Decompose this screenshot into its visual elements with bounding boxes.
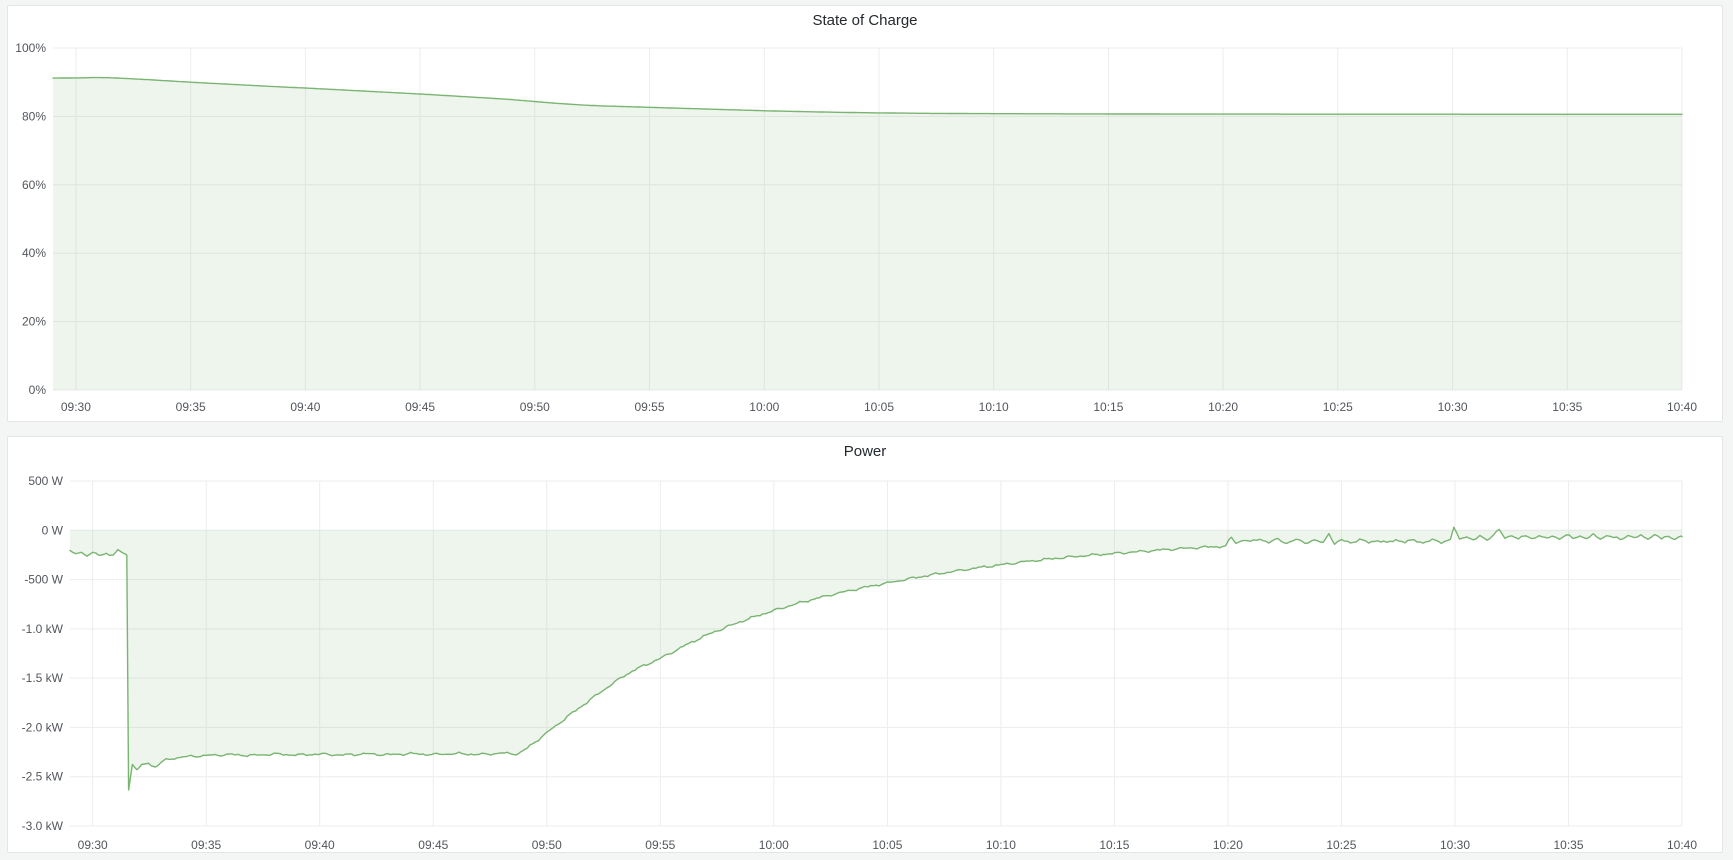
x-tick-label: 10:20	[1208, 400, 1238, 414]
x-tick-label: 10:25	[1326, 838, 1356, 852]
y-tick-label: 0%	[29, 383, 47, 397]
y-tick-label: 0 W	[42, 523, 64, 537]
y-tick-label: -500 W	[24, 573, 63, 587]
x-tick-label: 10:40	[1667, 400, 1697, 414]
y-tick-label: 80%	[22, 109, 46, 123]
x-tick-label: 09:40	[290, 400, 320, 414]
x-tick-label: 09:50	[532, 838, 562, 852]
x-tick-label: 09:45	[405, 400, 435, 414]
y-tick-label: -1.5 kW	[22, 671, 64, 685]
series-line	[52, 76, 1683, 115]
y-tick-label: 20%	[22, 315, 46, 329]
y-tick-label: -3.0 kW	[22, 819, 64, 833]
panel-title-power[interactable]: Power	[843, 443, 887, 460]
series-line	[69, 526, 1683, 791]
state-of-charge-chart[interactable]: 100% 80% 60% 40% 20% 0% 09:30 09:35 09:40 09:45 09…	[8, 6, 1722, 421]
x-tick-label: 10:40	[1667, 838, 1697, 852]
x-tick-label: 10:35	[1552, 400, 1582, 414]
x-tick-label: 10:05	[872, 838, 902, 852]
x-tick-label: 09:35	[191, 838, 221, 852]
panel-power: Power 500 W 0 W -500 W -1.0 kW -1.5 kW -2.0 k…	[7, 436, 1723, 853]
y-tick-label: 40%	[22, 246, 46, 260]
x-tick-label: 10:15	[1093, 400, 1123, 414]
y-tick-label: -2.0 kW	[22, 720, 64, 734]
x-tick-label: 10:35	[1553, 838, 1583, 852]
x-tick-label: 10:10	[986, 838, 1016, 852]
x-tick-label: 10:05	[864, 400, 894, 414]
x-tick-label: 10:25	[1323, 400, 1353, 414]
power-chart[interactable]: 500 W 0 W -500 W -1.0 kW -1.5 kW -2.0 kW -2.5 …	[8, 437, 1722, 852]
x-tick-label: 10:00	[759, 838, 789, 852]
x-tick-label: 10:15	[1099, 838, 1129, 852]
x-tick-label: 10:00	[749, 400, 779, 414]
x-tick-label: 09:55	[645, 838, 675, 852]
x-tick-label: 09:50	[520, 400, 550, 414]
x-tick-label: 10:20	[1213, 838, 1243, 852]
x-tick-label: 10:30	[1438, 400, 1468, 414]
panel-title-state-of-charge[interactable]: State of Charge	[812, 12, 918, 29]
y-tick-label: -1.0 kW	[22, 622, 64, 636]
x-tick-label: 09:45	[418, 838, 448, 852]
x-tick-label: 09:35	[176, 400, 206, 414]
series-area	[53, 77, 1682, 390]
x-tick-label: 09:30	[78, 838, 108, 852]
panel-state-of-charge: State of Charge 100% 80% 60% 40% 20% 0% 09:30 0…	[7, 5, 1723, 422]
series-area	[70, 527, 1682, 790]
y-tick-label: 60%	[22, 178, 46, 192]
panel-header: Power	[8, 443, 1722, 461]
y-tick-label: 500 W	[28, 474, 63, 488]
y-tick-label: -2.5 kW	[22, 770, 64, 784]
x-tick-label: 10:10	[979, 400, 1009, 414]
x-tick-label: 10:30	[1440, 838, 1470, 852]
panel-header: State of Charge	[8, 12, 1722, 30]
x-tick-label: 09:40	[305, 838, 335, 852]
x-tick-label: 09:30	[61, 400, 91, 414]
x-tick-label: 09:55	[634, 400, 664, 414]
y-tick-label: 100%	[15, 41, 46, 55]
